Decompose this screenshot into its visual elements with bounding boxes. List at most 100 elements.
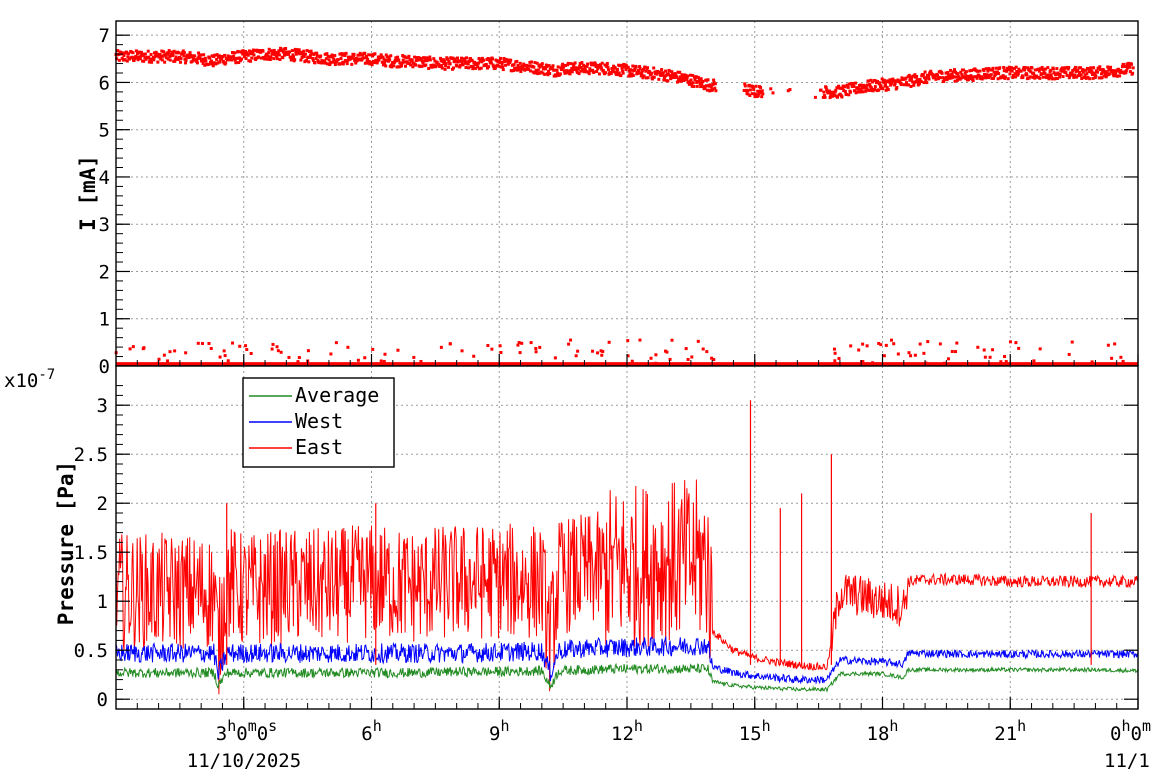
current-point — [630, 72, 634, 76]
current-low-point — [649, 356, 653, 360]
current-point — [895, 86, 899, 90]
current-point — [272, 57, 276, 61]
current-point — [160, 49, 164, 53]
current-low-point — [1090, 360, 1094, 364]
current-point — [823, 95, 827, 99]
current-point — [991, 66, 995, 70]
current-point — [684, 74, 688, 78]
current-low-point — [705, 350, 709, 354]
current-point — [907, 73, 911, 77]
current-point — [502, 56, 506, 60]
current-point — [682, 79, 686, 83]
current-point — [136, 58, 140, 62]
current-point — [845, 92, 849, 96]
current-point — [658, 70, 662, 74]
current-point — [346, 58, 350, 62]
current-point — [311, 56, 315, 60]
current-point — [1065, 73, 1069, 77]
current-point — [593, 62, 597, 66]
current-point — [540, 62, 544, 66]
current-point — [1020, 74, 1024, 78]
current-point — [381, 63, 385, 67]
current-point — [858, 90, 862, 94]
current-point — [1088, 77, 1092, 81]
current-point — [331, 55, 335, 59]
current-point — [1003, 75, 1007, 79]
current-point — [584, 70, 588, 74]
current-low-point — [837, 356, 841, 360]
current-point — [969, 68, 973, 72]
current-point — [985, 73, 989, 77]
current-point — [963, 71, 967, 75]
current-point — [459, 56, 463, 60]
current-point — [701, 85, 705, 89]
current-low-point — [696, 339, 700, 343]
current-point — [678, 70, 682, 74]
current-point — [604, 71, 608, 75]
current-point — [672, 75, 676, 79]
current-point — [181, 49, 185, 53]
current-point — [410, 59, 414, 63]
current-point — [297, 48, 301, 52]
current-low-point — [1004, 360, 1008, 364]
current-point — [354, 61, 358, 65]
current-point — [261, 49, 265, 53]
current-point — [1072, 67, 1076, 71]
current-point — [294, 50, 298, 54]
current-low-point — [534, 347, 538, 351]
current-low-point — [950, 349, 954, 353]
current-point — [959, 70, 963, 74]
current-point — [471, 67, 475, 71]
date-label-start: 11/10/2025 — [187, 750, 301, 772]
current-point — [418, 56, 422, 60]
current-low-point — [271, 342, 275, 346]
current-point — [567, 69, 571, 73]
current-point — [1012, 74, 1016, 78]
current-point — [491, 63, 495, 67]
current-point — [960, 73, 964, 77]
current-low-point — [157, 357, 161, 361]
current-low-point — [249, 351, 253, 355]
current-point — [171, 52, 175, 56]
current-point — [1014, 75, 1018, 79]
current-point — [467, 59, 471, 63]
current-point — [561, 62, 565, 66]
current-point — [525, 65, 529, 69]
current-point — [545, 65, 549, 69]
current-point — [221, 55, 225, 59]
current-point — [648, 70, 652, 74]
current-point — [970, 75, 974, 79]
current-point — [555, 68, 559, 72]
current-point — [283, 52, 287, 56]
current-point — [564, 63, 568, 67]
current-point — [501, 65, 505, 69]
current-point — [597, 72, 601, 76]
current-point — [951, 70, 955, 74]
current-low-point — [1003, 355, 1007, 359]
current-point — [759, 85, 763, 89]
current-point — [120, 56, 124, 60]
current-point — [123, 58, 127, 62]
current-point — [964, 70, 968, 74]
current-point — [302, 54, 306, 58]
current-point — [998, 66, 1002, 70]
current-point — [1058, 75, 1062, 79]
current-point — [760, 95, 764, 99]
current-point — [990, 76, 994, 80]
current-low-point — [553, 356, 557, 360]
current-low-point — [630, 359, 634, 363]
current-point — [492, 65, 496, 69]
current-point — [164, 53, 168, 57]
current-point — [1023, 68, 1027, 72]
current-point — [138, 57, 142, 61]
current-point — [1001, 74, 1005, 78]
current-point — [274, 51, 278, 55]
current-point — [1007, 65, 1011, 69]
current-point — [519, 70, 523, 74]
current-point — [649, 71, 653, 75]
current-point — [254, 56, 258, 60]
current-point — [211, 64, 215, 68]
current-low-point — [518, 351, 522, 355]
current-low-point — [991, 348, 995, 352]
current-point — [477, 57, 481, 61]
